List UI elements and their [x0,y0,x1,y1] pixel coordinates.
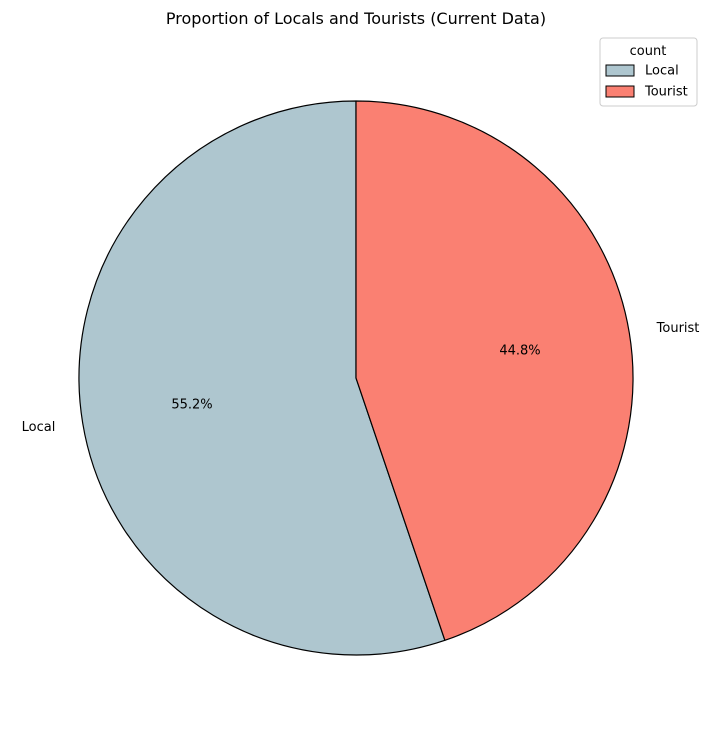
legend-label-local: Local [645,64,679,79]
pie-slices [78,100,634,656]
legend: count Local Tourist [599,37,698,107]
pie-slice-labels: Local Tourist [22,321,700,435]
legend-label-tourist: Tourist [644,85,688,100]
legend-swatch-tourist [605,85,635,98]
percent-label-local: 55.2% [171,398,212,413]
legend-title: count [630,44,667,59]
pie-percent-labels: 55.2% 44.8% [171,343,540,412]
slice-label-local: Local [22,420,56,435]
chart-title: Proportion of Locals and Tourists (Curre… [166,9,546,28]
legend-entries: Local Tourist [605,64,688,100]
pie-slice-local [78,100,446,656]
percent-label-tourist: 44.8% [499,343,540,358]
pie-slice-tourist [355,100,634,641]
legend-swatch-local [605,64,635,77]
slice-label-tourist: Tourist [656,321,700,336]
